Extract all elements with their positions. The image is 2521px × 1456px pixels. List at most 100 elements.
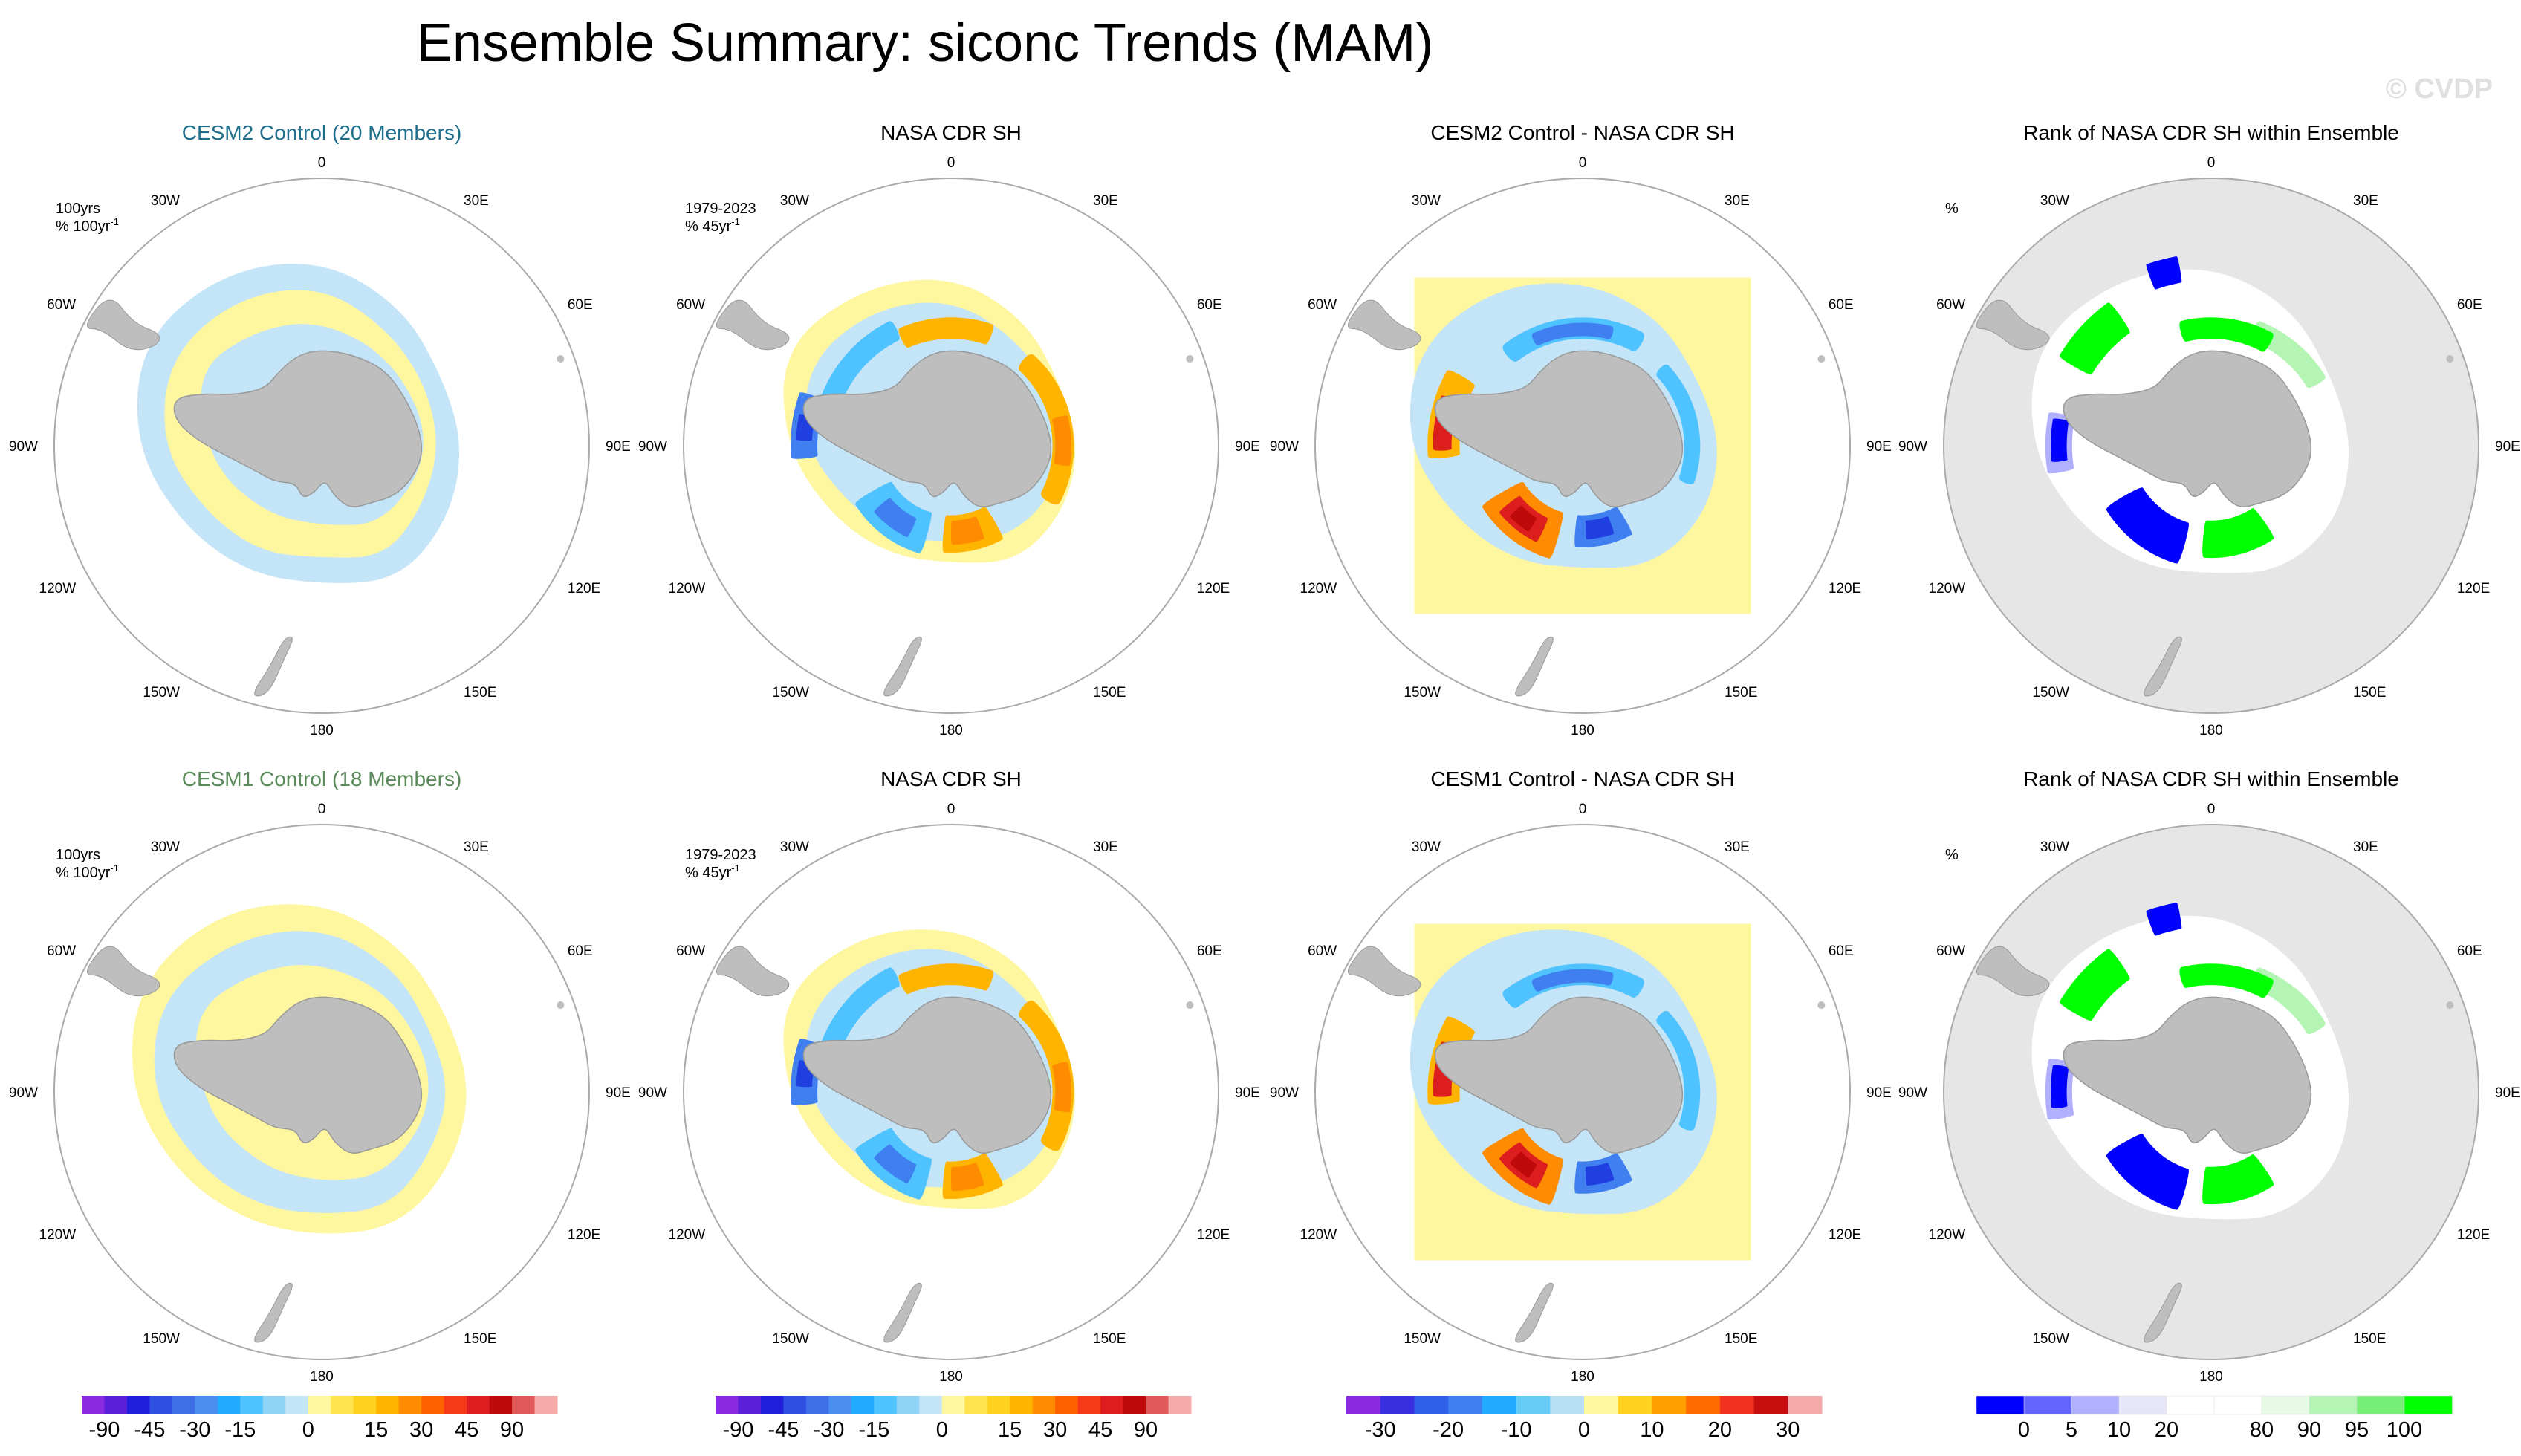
panel-title: Rank of NASA CDR SH within Ensemble [2023, 121, 2399, 144]
longitude-label: 120E [1829, 581, 1861, 597]
longitude-label: 150W [772, 1331, 809, 1347]
colorbar-swatch [82, 1396, 105, 1414]
longitude-label: 30E [1093, 193, 1118, 209]
longitude-label: 90E [1866, 439, 1892, 455]
longitude-label: 30W [780, 839, 809, 855]
colorbar-swatch [1146, 1396, 1169, 1414]
longitude-label: 0 [2207, 802, 2216, 817]
colorbar-swatch [2071, 1395, 2120, 1415]
sea-ice-trend-region [951, 1163, 984, 1192]
sea-ice-trend-region [2179, 963, 2274, 998]
longitude-label: 180 [310, 723, 334, 738]
longitude-label: 60W [1936, 943, 1965, 959]
watermark: © CVDP [2386, 74, 2493, 105]
colorbar-swatch [1788, 1396, 1823, 1414]
panel-title: CESM2 Control (20 Members) [182, 121, 462, 144]
colorbar-swatch [1976, 1395, 2025, 1415]
colorbar-swatch [1077, 1396, 1101, 1414]
longitude-label: 90W [638, 1085, 667, 1101]
colorbar-tick-label: 45 [455, 1418, 478, 1442]
longitude-label: 0 [318, 802, 326, 817]
south-america-land [1976, 946, 2050, 997]
map-boundary [1943, 178, 2479, 714]
colorbar-swatch [534, 1396, 558, 1414]
longitude-label: 150W [2032, 1331, 2069, 1347]
longitude-label: 0 [1579, 802, 1587, 817]
sea-ice-trend-region [2179, 317, 2274, 352]
colorbar-swatch [2404, 1395, 2453, 1415]
colorbar-tick-label: 95 [2345, 1418, 2369, 1442]
longitude-label: 180 [1571, 723, 1594, 738]
sea-ice-trend-region [2059, 302, 2130, 375]
longitude-label: 30E [1725, 839, 1750, 855]
colorbar-swatch [172, 1396, 195, 1414]
colorbar-swatch [1032, 1396, 1056, 1414]
longitude-label: 180 [1571, 1369, 1594, 1385]
colorbar-swatch [1448, 1396, 1483, 1414]
colorbar-tick-label: 80 [2250, 1418, 2274, 1442]
sea-ice-trend-region [898, 963, 993, 995]
map-field [684, 178, 1219, 713]
longitude-label: 60E [1829, 943, 1854, 959]
map-boundary [1943, 824, 2479, 1360]
figure-title: Ensemble Summary: siconc Trends (MAM) [417, 13, 1433, 73]
colorbar-swatch [828, 1396, 852, 1414]
longitude-label: 30W [780, 193, 809, 209]
longitude-label: 90W [638, 439, 667, 455]
colorbar-swatch [512, 1396, 536, 1414]
longitude-label: 90E [2495, 1085, 2520, 1101]
sea-ice-trend-region [951, 516, 984, 545]
longitude-label: 120W [1929, 581, 1966, 597]
map-panel-0-0: CESM2 Control (20 Members) 0 30E 60E 90E 120E… [9, 121, 631, 738]
colorbar-tick-label: 15 [364, 1418, 388, 1442]
antarctica-land [173, 996, 423, 1154]
longitude-label: 180 [2199, 1369, 2223, 1385]
longitude-label: 30E [2353, 839, 2378, 855]
colorbar-swatch [285, 1396, 309, 1414]
longitude-label: 150W [1404, 685, 1441, 701]
colorbar-swatch [783, 1396, 807, 1414]
colorbar-swatch [1346, 1396, 1381, 1414]
longitude-label: 30E [464, 193, 489, 209]
kerguelen-island [1186, 1001, 1194, 1010]
longitude-label: 60W [1308, 297, 1337, 313]
longitude-label: 150E [1725, 1331, 1757, 1347]
panel-note: 1979-2023 [685, 201, 756, 217]
sea-ice-trend-region [2146, 902, 2182, 936]
colorbar-swatch [919, 1396, 943, 1414]
colorbar-diff-2: -30 -20 -10 0 10 20 30 [1346, 1396, 1823, 1442]
antarctica-land [173, 350, 423, 507]
longitude-label: 90W [1898, 1085, 1927, 1101]
colorbar-swatch [1618, 1396, 1652, 1414]
panel-units: % 45yr-1 [685, 216, 740, 235]
longitude-label: 30E [464, 839, 489, 855]
map-field [1315, 825, 1850, 1359]
colorbar-swatch [195, 1396, 218, 1414]
colorbar-tick-label: -45 [768, 1418, 799, 1442]
colorbar-swatch [2166, 1395, 2215, 1415]
colorbar-tick-label: 20 [1708, 1418, 1732, 1442]
colorbar-swatch [331, 1396, 354, 1414]
colorbar-tick-label: 5 [2066, 1418, 2077, 1442]
south-america-land [87, 299, 160, 351]
colorbar-swatch [760, 1396, 784, 1414]
longitude-label: 30W [1412, 193, 1441, 209]
kerguelen-island [557, 355, 565, 363]
colorbar-swatch [2356, 1395, 2405, 1415]
antarctica-land [2063, 350, 2312, 507]
new-zealand-land [883, 636, 922, 697]
sea-ice-trend-region [2051, 1065, 2069, 1108]
sea-ice-trend-region [2202, 507, 2274, 559]
longitude-label: 120W [39, 581, 77, 597]
antarctica-land [1434, 996, 1684, 1154]
longitude-label: 60E [2457, 297, 2482, 313]
colorbar-tick-label: 20 [2155, 1418, 2178, 1442]
longitude-label: 120E [568, 1227, 600, 1243]
colorbar-tick-label: 30 [1776, 1418, 1800, 1442]
south-america-land [87, 946, 160, 997]
longitude-label: 90W [1270, 1085, 1299, 1101]
longitude-label: 60E [568, 297, 593, 313]
kerguelen-island [1186, 355, 1194, 363]
colorbar-swatch [805, 1396, 829, 1414]
longitude-label: 60W [47, 297, 76, 313]
